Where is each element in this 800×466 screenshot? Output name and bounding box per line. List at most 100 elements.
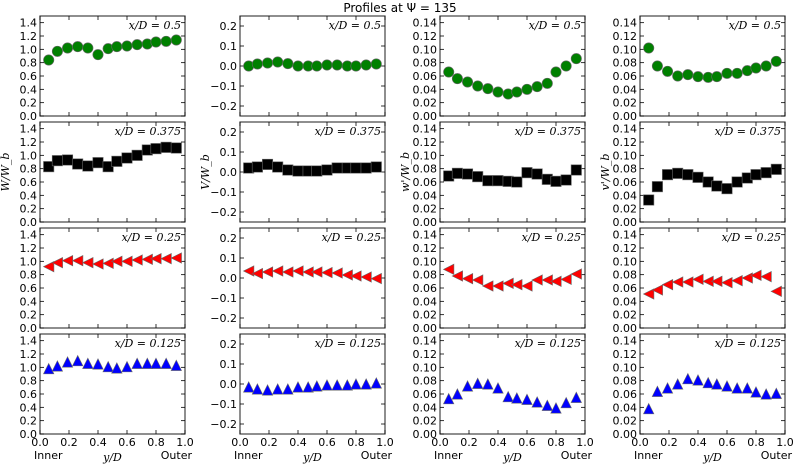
data-point bbox=[51, 45, 63, 57]
y-tick-label: 0.14 bbox=[413, 229, 438, 242]
data-point bbox=[502, 277, 514, 290]
data-point bbox=[251, 383, 264, 395]
data-point bbox=[321, 266, 333, 279]
data-point bbox=[710, 275, 723, 288]
data-point bbox=[341, 379, 353, 391]
data-point bbox=[82, 160, 94, 172]
y-tick-label: 1.0 bbox=[20, 149, 38, 162]
data-point bbox=[642, 288, 655, 300]
y-tick-label: 0.04 bbox=[413, 401, 438, 414]
y-tick-label: 0.10 bbox=[613, 255, 638, 268]
data-point bbox=[711, 180, 723, 192]
x-tick-label: 0.6 bbox=[718, 436, 736, 449]
data-point bbox=[721, 276, 733, 289]
data-point bbox=[251, 161, 263, 173]
y-tick-label: 1.2 bbox=[20, 30, 38, 43]
data-point bbox=[462, 76, 474, 88]
y-tick-label: 0.2 bbox=[220, 20, 238, 33]
y-tick-label: 0.04 bbox=[613, 83, 638, 96]
x-tick-label: 1.0 bbox=[176, 436, 194, 449]
y-tick-label: 1.2 bbox=[20, 136, 38, 149]
x-inner-label: Inner bbox=[34, 449, 63, 462]
data-point bbox=[521, 167, 533, 179]
data-point bbox=[451, 167, 463, 179]
data-point bbox=[731, 176, 743, 188]
x-tick-label: 0.6 bbox=[318, 436, 336, 449]
y-tick-label: 0.0 bbox=[220, 378, 238, 391]
y-tick-label: 0.8 bbox=[20, 375, 38, 388]
y-tick-label: 0.02 bbox=[413, 203, 438, 216]
data-point bbox=[662, 65, 674, 77]
data-point bbox=[92, 258, 104, 270]
data-point bbox=[51, 360, 64, 372]
figure-title: Profiles at Ψ = 135 bbox=[343, 1, 456, 15]
y-tick-label: 0.12 bbox=[413, 136, 438, 149]
data-point bbox=[731, 274, 743, 287]
data-point bbox=[541, 77, 553, 89]
row-annotation: x/D = 0.375 bbox=[515, 125, 581, 138]
data-point bbox=[43, 54, 55, 66]
data-point bbox=[671, 276, 684, 288]
y-tick-label: 0.2 bbox=[20, 415, 38, 428]
data-point bbox=[360, 378, 372, 390]
data-point bbox=[442, 263, 455, 276]
y-tick-label: 0.04 bbox=[613, 295, 638, 308]
data-point bbox=[511, 392, 523, 404]
data-point bbox=[492, 175, 504, 187]
data-point bbox=[643, 194, 655, 206]
x-tick-label: 0.6 bbox=[518, 436, 536, 449]
x-inner-label: Inner bbox=[234, 449, 263, 462]
y-tick-label: 0.10 bbox=[413, 255, 438, 268]
data-point bbox=[72, 41, 84, 53]
y-tick-label: 0.8 bbox=[20, 163, 38, 176]
data-point bbox=[311, 380, 323, 392]
data-point bbox=[92, 157, 104, 169]
y-axis-label: w'/W_b bbox=[399, 152, 412, 192]
data-point bbox=[511, 176, 523, 188]
data-point bbox=[741, 272, 753, 284]
data-point bbox=[102, 360, 114, 373]
y-tick-label: 0.08 bbox=[613, 269, 638, 282]
data-point bbox=[42, 260, 55, 273]
data-point bbox=[121, 40, 133, 52]
y-tick-label: 0.06 bbox=[613, 176, 638, 189]
y-tick-label: −0.1 bbox=[210, 80, 237, 93]
data-point bbox=[311, 60, 323, 72]
axes-frame bbox=[639, 333, 786, 435]
data-point bbox=[51, 155, 63, 167]
x-tick-label: 0.0 bbox=[431, 436, 449, 449]
x-tick-label: 0.2 bbox=[460, 436, 478, 449]
row-annotation: x/D = 0.25 bbox=[722, 231, 781, 244]
data-point bbox=[370, 161, 382, 173]
data-point bbox=[81, 256, 94, 269]
y-tick-label: 0.14 bbox=[413, 123, 438, 136]
data-point bbox=[370, 272, 382, 285]
row-annotation: x/D = 0.375 bbox=[115, 125, 181, 138]
data-point bbox=[461, 272, 474, 285]
row-annotation: x/D = 0.375 bbox=[315, 125, 381, 138]
y-tick-label: 0.06 bbox=[613, 282, 638, 295]
y-tick-label: 1.0 bbox=[20, 361, 38, 374]
axes-frame bbox=[39, 15, 186, 117]
data-point bbox=[472, 80, 484, 92]
data-point bbox=[71, 254, 84, 267]
x-tick-label: 0.8 bbox=[147, 436, 165, 449]
data-point bbox=[692, 273, 704, 286]
data-point bbox=[272, 161, 284, 173]
data-point bbox=[62, 42, 74, 54]
y-tick-label: 0.10 bbox=[413, 361, 438, 374]
data-point bbox=[43, 161, 55, 173]
data-point bbox=[331, 162, 343, 174]
y-tick-label: 0.06 bbox=[413, 282, 438, 295]
data-point bbox=[550, 175, 562, 187]
axes-frame bbox=[439, 15, 586, 117]
data-point bbox=[170, 359, 182, 371]
data-point bbox=[261, 266, 274, 278]
y-tick-label: 0.04 bbox=[613, 401, 638, 414]
data-point bbox=[310, 266, 323, 278]
y-tick-label: 0.06 bbox=[613, 388, 638, 401]
row-annotation: x/D = 0.25 bbox=[322, 231, 381, 244]
data-point bbox=[272, 56, 284, 68]
data-point bbox=[731, 382, 743, 394]
